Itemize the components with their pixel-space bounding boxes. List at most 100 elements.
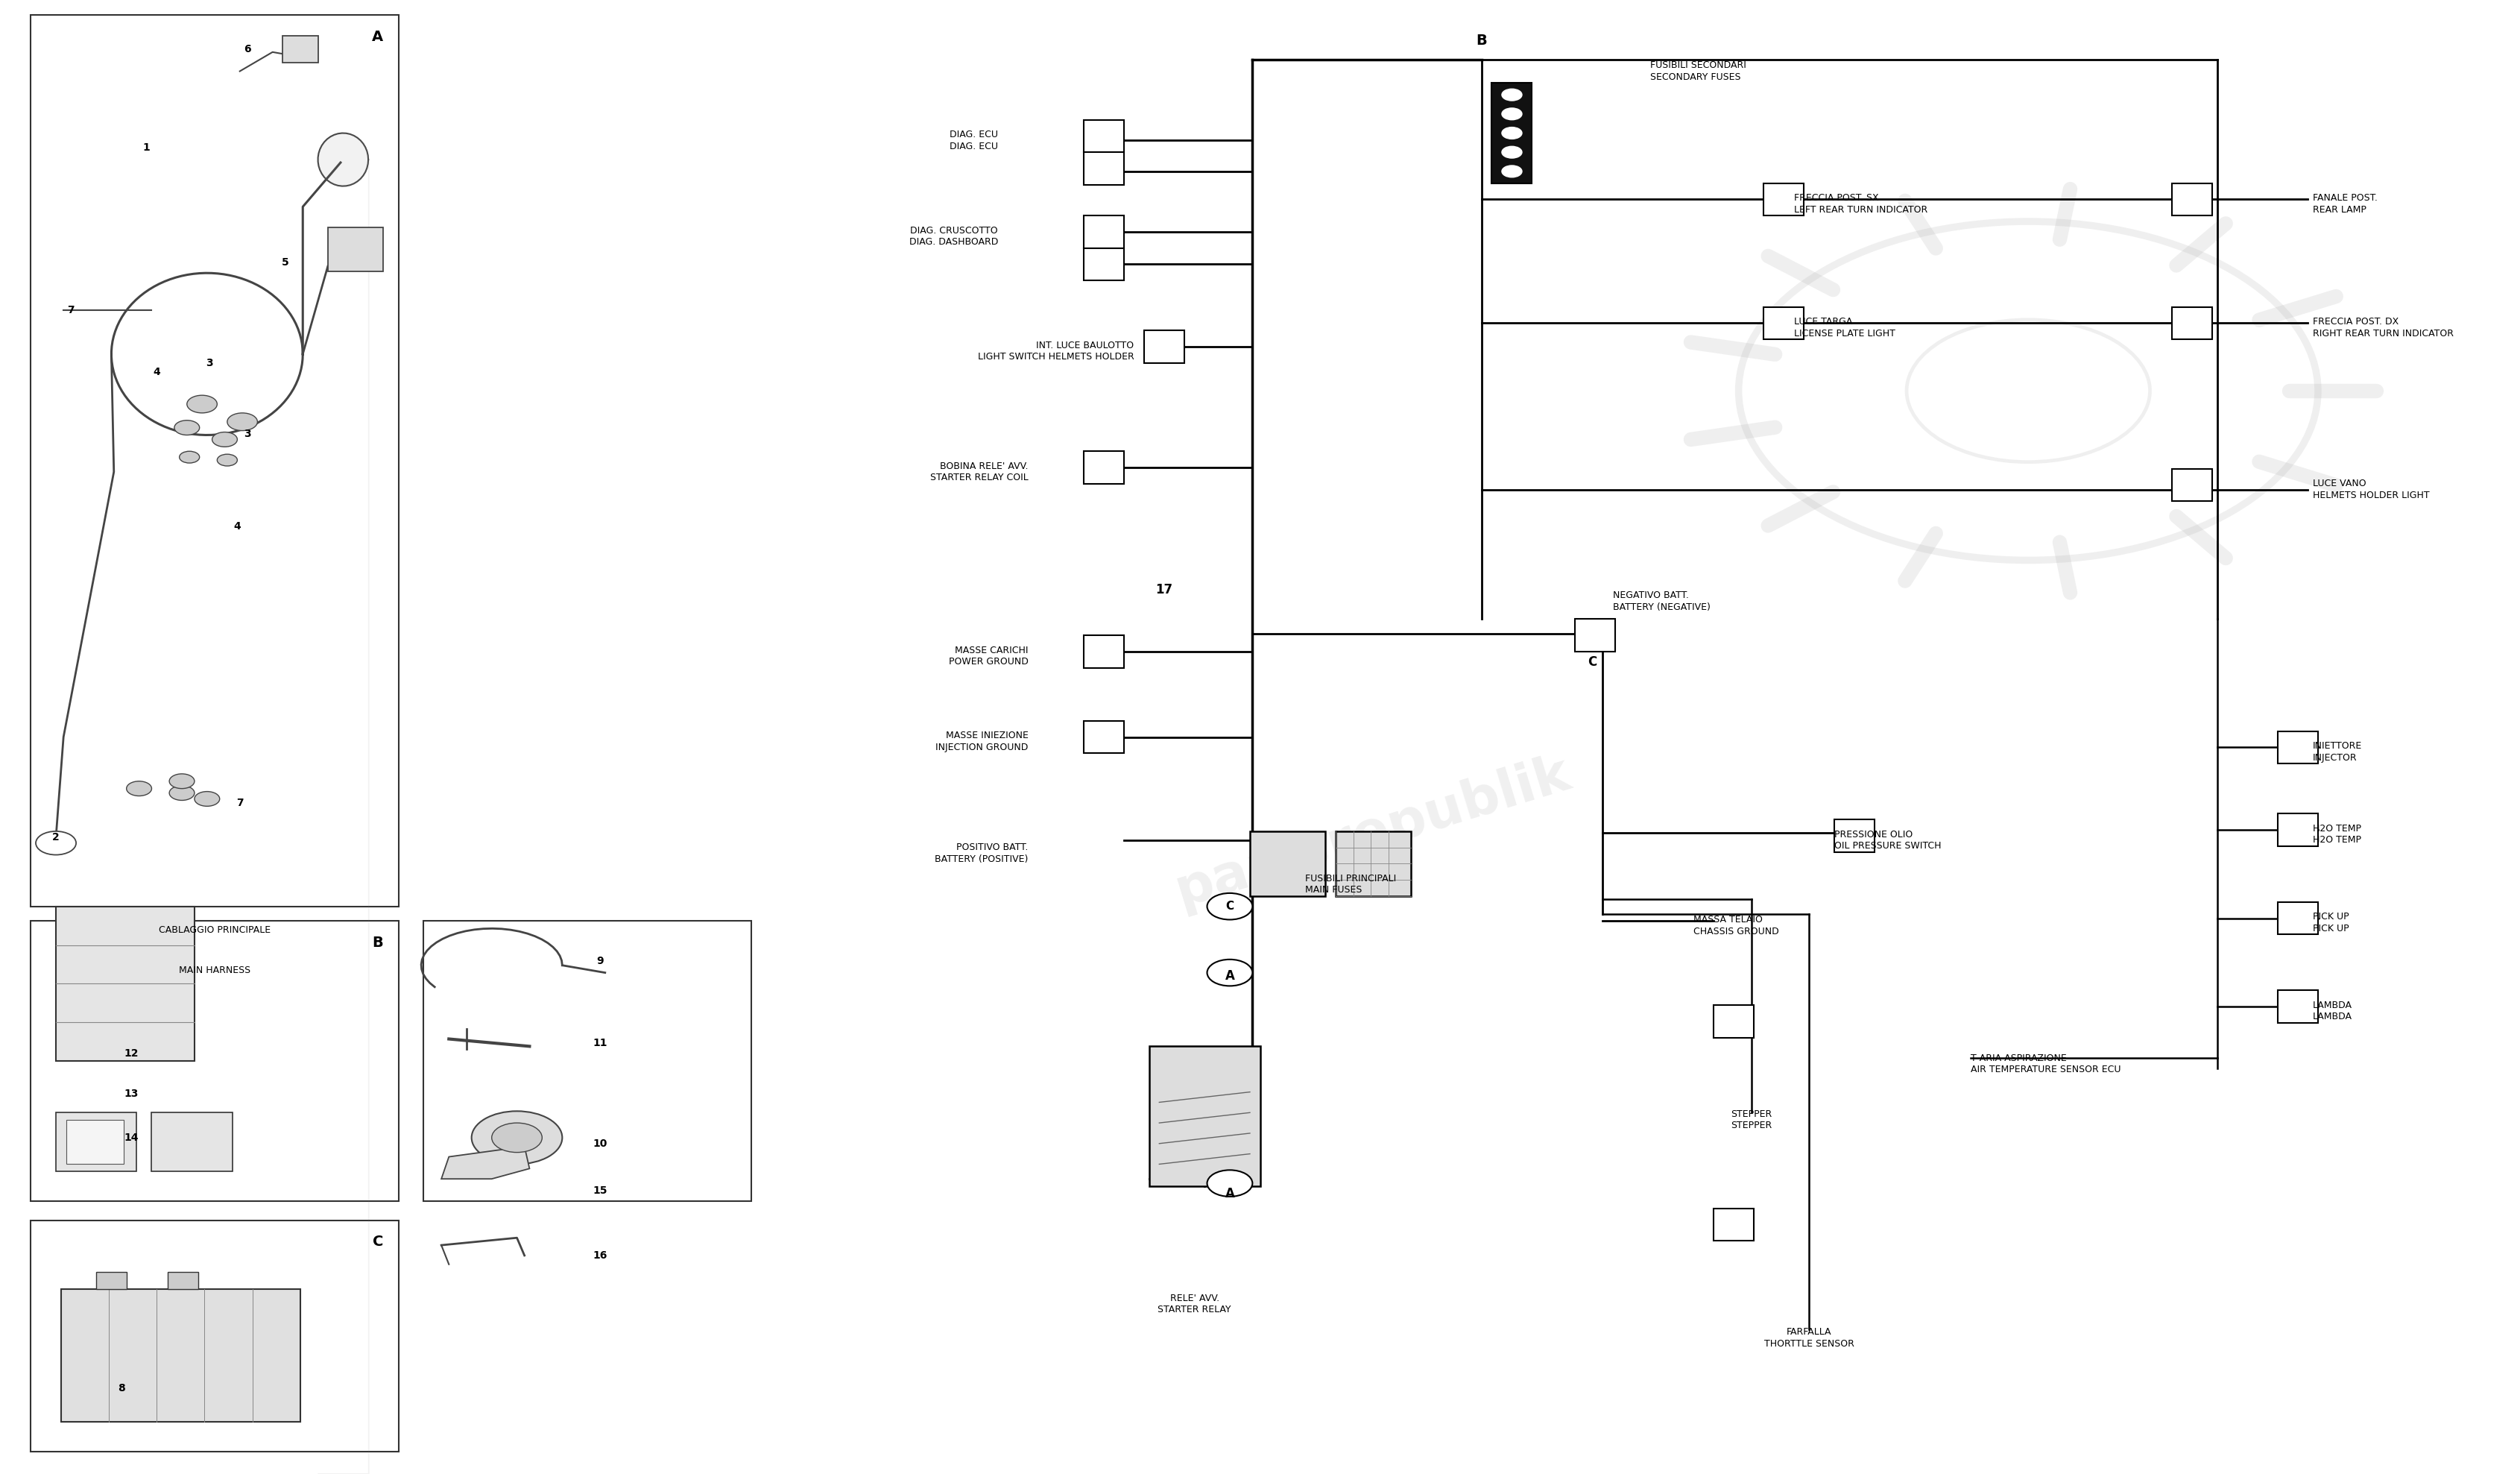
Text: LAMBDA
LAMBDA: LAMBDA LAMBDA [2313,1001,2354,1021]
Bar [96,1272,126,1290]
Text: 15: 15 [592,1185,607,1195]
Text: 5: 5 [282,258,290,268]
Text: STEPPER
STEPPER: STEPPER STEPPER [1731,1110,1772,1131]
Bar [1149,1047,1260,1187]
Text: 16: 16 [592,1250,607,1260]
Bar [1714,1005,1754,1038]
Bar [169,1272,199,1290]
Text: NEGATIVO BATT.
BATTERY (NEGATIVE): NEGATIVO BATT. BATTERY (NEGATIVE) [1613,591,1711,612]
Bar [1084,451,1124,483]
Text: 4: 4 [154,367,161,377]
Circle shape [194,792,219,806]
Text: MAIN HARNESS: MAIN HARNESS [179,965,249,974]
Bar [1084,152,1124,184]
Bar [1835,820,1875,852]
Text: A: A [1225,1187,1235,1200]
Bar [1714,1209,1754,1241]
Text: T ARIA ASPIRAZIONE
AIR TEMPERATURE SENSOR ECU: T ARIA ASPIRAZIONE AIR TEMPERATURE SENSO… [1971,1054,2119,1075]
Bar [282,35,318,62]
Circle shape [179,451,199,463]
Bar [1084,635,1124,668]
Bar [1250,831,1326,896]
Text: 7: 7 [68,305,76,315]
Bar [1336,831,1411,896]
Text: LUCE TARGA
LICENSE PLATE LIGHT: LUCE TARGA LICENSE PLATE LIGHT [1794,317,1895,338]
Bar [30,921,398,1201]
Bar [2172,469,2213,501]
Text: MASSA TELAIO
CHASSIS GROUND: MASSA TELAIO CHASSIS GROUND [1693,915,1779,936]
Text: 7: 7 [237,797,244,809]
Text: C: C [373,1235,383,1248]
Text: B: B [1477,34,1487,47]
Text: PRESSIONE OLIO
OIL PRESSURE SWITCH: PRESSIONE OLIO OIL PRESSURE SWITCH [1835,830,1940,850]
Bar [1084,248,1124,280]
Bar [66,1120,123,1164]
Text: RELE' AVV.
STARTER RELAY: RELE' AVV. STARTER RELAY [1157,1294,1232,1315]
Text: DIAG. ECU
DIAG. ECU: DIAG. ECU DIAG. ECU [950,130,998,150]
Circle shape [174,420,199,435]
Bar [1764,307,1804,339]
Circle shape [227,413,257,430]
Circle shape [491,1123,542,1153]
Text: 12: 12 [123,1048,139,1058]
Text: DIAG. CRUSCOTTO
DIAG. DASHBOARD: DIAG. CRUSCOTTO DIAG. DASHBOARD [910,226,998,246]
Circle shape [186,395,217,413]
Bar [1764,183,1804,215]
Text: FRECCIA POST. SX
LEFT REAR TURN INDICATOR: FRECCIA POST. SX LEFT REAR TURN INDICATO… [1794,193,1928,214]
Text: FARFALLA
THORTTLE SENSOR: FARFALLA THORTTLE SENSOR [1764,1328,1855,1349]
Bar [30,15,398,907]
Circle shape [471,1111,562,1164]
Polygon shape [441,1147,529,1179]
Text: A: A [373,29,383,44]
Circle shape [1502,165,1522,177]
Text: LUCE VANO
HELMETS HOLDER LIGHT: LUCE VANO HELMETS HOLDER LIGHT [2313,479,2429,500]
Bar [2278,991,2318,1023]
Text: INIETTORE
INJECTOR: INIETTORE INJECTOR [2313,741,2361,762]
Bar [30,1220,398,1452]
Text: 11: 11 [592,1038,607,1048]
Bar [2278,731,2318,764]
Bar [1144,330,1184,363]
Circle shape [217,454,237,466]
Text: 14: 14 [123,1132,139,1142]
Bar [1575,619,1615,652]
Bar [328,227,383,271]
Bar [2278,814,2318,846]
Text: 6: 6 [244,44,252,55]
Text: 1: 1 [144,143,151,153]
Text: POSITIVO BATT.
BATTERY (POSITIVE): POSITIVO BATT. BATTERY (POSITIVE) [935,843,1028,864]
Circle shape [1207,960,1252,986]
Text: MASSE INIEZIONE
INJECTION GROUND: MASSE INIEZIONE INJECTION GROUND [935,731,1028,752]
Text: 4: 4 [234,522,242,532]
Text: 8: 8 [118,1383,126,1393]
Circle shape [1502,88,1522,100]
Text: C: C [1588,654,1598,669]
Text: PICK UP
PICK UP: PICK UP PICK UP [2313,912,2349,933]
Text: 9: 9 [597,955,605,965]
Bar [151,1113,232,1172]
Bar [1084,721,1124,753]
Bar [2172,183,2213,215]
Text: INT. LUCE BAULOTTO
LIGHT SWITCH HELMETS HOLDER: INT. LUCE BAULOTTO LIGHT SWITCH HELMETS … [978,340,1134,361]
Text: BOBINA RELE' AVV.
STARTER RELAY COIL: BOBINA RELE' AVV. STARTER RELAY COIL [930,461,1028,482]
Circle shape [1502,146,1522,158]
Text: 3: 3 [207,358,214,368]
Circle shape [126,781,151,796]
Circle shape [1207,893,1252,920]
Text: 10: 10 [592,1138,607,1148]
Bar [1084,119,1124,152]
Text: FANALE POST.
REAR LAMP: FANALE POST. REAR LAMP [2313,193,2379,214]
Text: B: B [373,936,383,951]
Circle shape [212,432,237,447]
Circle shape [1207,1170,1252,1197]
Circle shape [1502,127,1522,139]
Text: FUSIBILI SECONDARI
SECONDARY FUSES: FUSIBILI SECONDARI SECONDARY FUSES [1651,60,1746,83]
Text: FUSIBILI PRINCIPALI
MAIN FUSES: FUSIBILI PRINCIPALI MAIN FUSES [1305,874,1396,895]
Circle shape [169,786,194,800]
Text: H2O TEMP
H2O TEMP: H2O TEMP H2O TEMP [2313,824,2361,845]
Text: FRECCIA POST. DX
RIGHT REAR TURN INDICATOR: FRECCIA POST. DX RIGHT REAR TURN INDICAT… [2313,317,2454,338]
Text: MASSE CARICHI
POWER GROUND: MASSE CARICHI POWER GROUND [948,646,1028,666]
Text: 2: 2 [53,831,60,842]
Text: partsrepublik: partsrepublik [1169,749,1578,917]
Bar [2278,902,2318,935]
